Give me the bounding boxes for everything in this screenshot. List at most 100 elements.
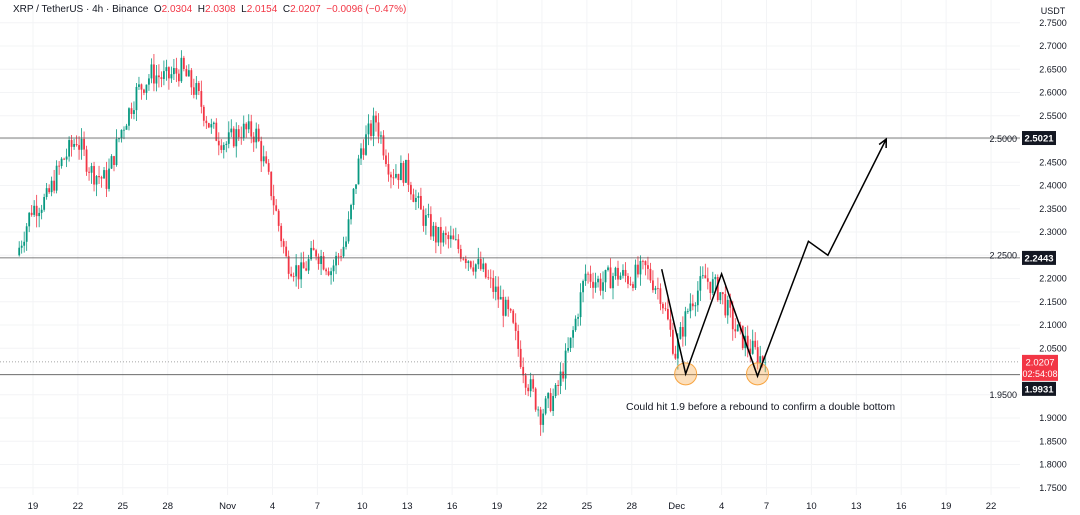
candle-body bbox=[60, 158, 63, 167]
candle-body bbox=[614, 267, 617, 277]
candle-body bbox=[422, 209, 425, 226]
candle-body bbox=[103, 170, 105, 179]
candle-body bbox=[118, 138, 120, 140]
time-tick: 25 bbox=[582, 501, 593, 512]
time-tick: 28 bbox=[626, 501, 637, 512]
candle-body bbox=[729, 299, 732, 308]
candle-body bbox=[522, 366, 525, 376]
high-label: H bbox=[197, 4, 205, 15]
candle-body bbox=[711, 279, 714, 294]
level-price-tag bbox=[1022, 131, 1056, 146]
candle-body bbox=[172, 68, 175, 75]
candle-body bbox=[674, 353, 677, 359]
candle-body bbox=[138, 84, 140, 87]
candle-body bbox=[337, 255, 340, 257]
time-tick: 19 bbox=[941, 501, 952, 512]
candle-body bbox=[167, 67, 170, 79]
candle-body bbox=[90, 166, 93, 173]
candle-body bbox=[502, 296, 505, 316]
candle-body bbox=[135, 86, 138, 111]
candle-body bbox=[469, 261, 472, 268]
candle-body bbox=[454, 239, 457, 241]
candle-body bbox=[80, 138, 83, 150]
candle-body bbox=[559, 371, 562, 386]
symbol-title[interactable]: XRP / TetherUS · 4h · Binance bbox=[13, 4, 149, 15]
candle-body bbox=[410, 184, 412, 195]
time-tick: 13 bbox=[402, 501, 413, 512]
candle-body bbox=[158, 75, 160, 78]
candle-body bbox=[507, 299, 510, 310]
candle-body bbox=[322, 256, 325, 270]
candle-body bbox=[115, 139, 118, 165]
price-tick: 2.3000 bbox=[1039, 227, 1067, 237]
time-tick: 10 bbox=[806, 501, 817, 512]
candle-body bbox=[375, 115, 377, 123]
candle-body bbox=[662, 303, 664, 309]
candle-body bbox=[297, 265, 300, 280]
candle-body bbox=[671, 329, 674, 354]
candle-body bbox=[345, 241, 347, 247]
candle-body bbox=[50, 180, 53, 193]
price-tick: 2.1000 bbox=[1039, 320, 1067, 330]
chart-header: XRP / TetherUS · 4h · Binance O2.0304 H2… bbox=[13, 4, 406, 15]
candle-body bbox=[355, 184, 357, 189]
candle-body bbox=[180, 57, 183, 82]
arrow-head-icon bbox=[878, 137, 888, 149]
candle-body bbox=[444, 232, 447, 236]
candle-body bbox=[489, 277, 492, 279]
candle-body bbox=[582, 281, 584, 293]
candle-body bbox=[105, 170, 108, 189]
candle-body bbox=[751, 340, 754, 354]
candle-body bbox=[215, 122, 218, 141]
candle-body bbox=[145, 84, 148, 93]
candle-body bbox=[108, 168, 110, 189]
price-tick: 2.6000 bbox=[1039, 88, 1067, 98]
candle-body bbox=[362, 148, 365, 155]
candle-body bbox=[357, 158, 360, 185]
candle-body bbox=[265, 156, 268, 164]
time-tick: 16 bbox=[896, 501, 907, 512]
candle-body bbox=[128, 108, 130, 126]
candle-body bbox=[275, 205, 278, 211]
candle-body bbox=[462, 258, 465, 260]
candle-body bbox=[629, 283, 632, 285]
candle-body bbox=[220, 145, 223, 150]
candle-body bbox=[70, 140, 73, 147]
candle-body bbox=[307, 259, 310, 271]
candle-body bbox=[619, 275, 622, 280]
candle-body bbox=[300, 262, 303, 280]
candle-body bbox=[487, 277, 490, 279]
candle-body bbox=[267, 163, 270, 172]
candle-body bbox=[392, 177, 395, 179]
candle-body bbox=[467, 261, 470, 263]
candle-body bbox=[706, 278, 709, 282]
candle-body bbox=[225, 143, 228, 145]
candle-body bbox=[197, 83, 200, 92]
time-tick: 13 bbox=[851, 501, 862, 512]
candle-body bbox=[270, 171, 273, 197]
candle-body bbox=[130, 108, 133, 114]
candle-body bbox=[664, 308, 667, 310]
candle-body bbox=[659, 288, 662, 304]
price-tick: 2.2500 bbox=[989, 250, 1017, 260]
candle-body bbox=[657, 288, 659, 289]
candle-body bbox=[569, 337, 572, 349]
candle-body bbox=[474, 264, 477, 272]
candle-body bbox=[312, 247, 315, 251]
candle-body bbox=[43, 197, 46, 210]
candle-body bbox=[110, 156, 113, 169]
candle-body bbox=[140, 84, 143, 90]
candle-body bbox=[572, 330, 574, 338]
candle-body bbox=[424, 215, 427, 226]
candle-body bbox=[123, 129, 125, 131]
candle-body bbox=[95, 176, 98, 185]
candle-body bbox=[644, 261, 647, 266]
candle-body bbox=[257, 128, 260, 142]
candle-body bbox=[592, 281, 594, 288]
candle-body bbox=[584, 273, 587, 282]
candle-body bbox=[679, 327, 682, 339]
candle-body bbox=[310, 247, 313, 260]
close-value: 2.0207 bbox=[290, 4, 321, 15]
candle-body bbox=[689, 303, 692, 312]
